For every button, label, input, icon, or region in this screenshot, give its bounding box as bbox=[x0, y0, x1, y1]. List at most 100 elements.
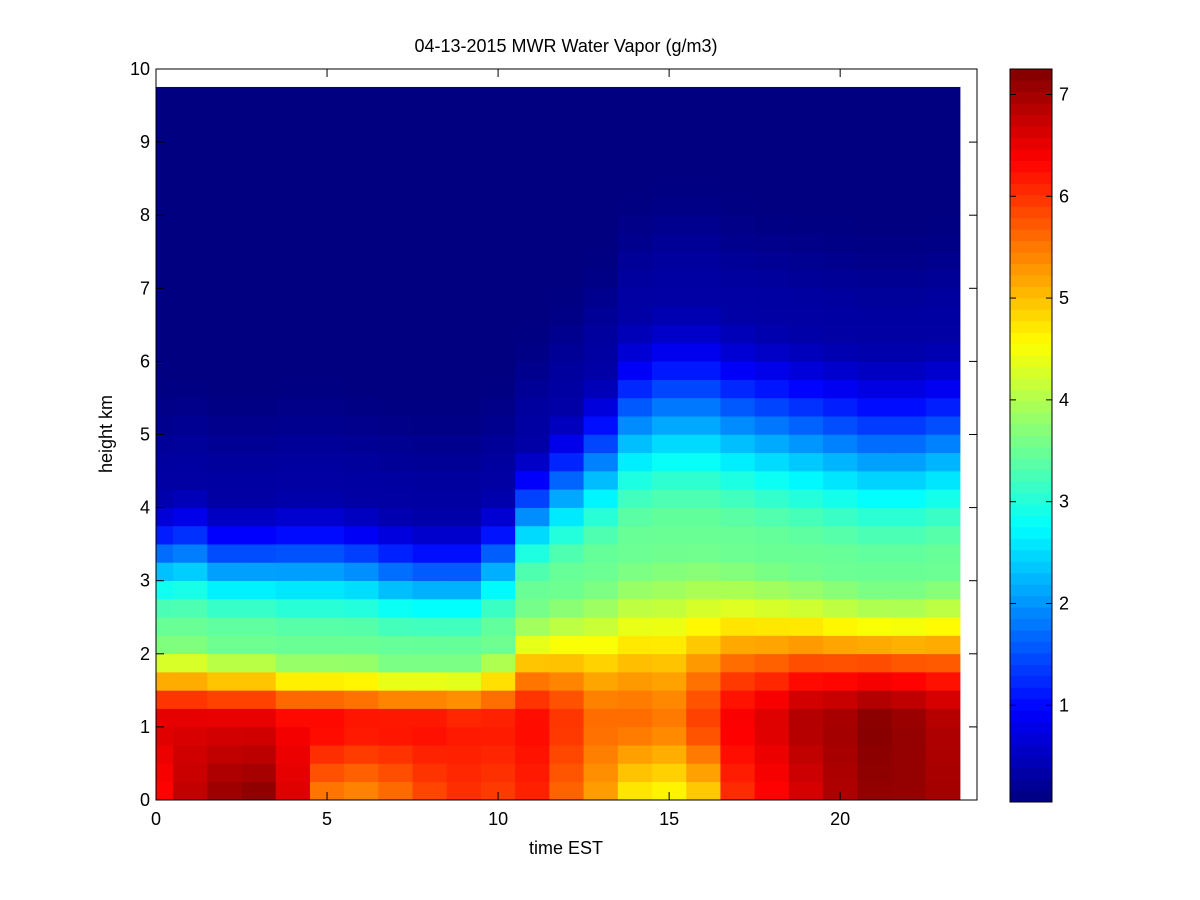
heatmap-cell bbox=[378, 726, 414, 746]
heatmap-cell bbox=[857, 123, 892, 143]
y-tick-label: 3 bbox=[140, 571, 150, 591]
heatmap-cell bbox=[207, 379, 243, 399]
heatmap-cell bbox=[686, 214, 721, 234]
heatmap-cell bbox=[309, 489, 345, 508]
heatmap-cell bbox=[515, 580, 550, 600]
heatmap-cell bbox=[652, 379, 687, 399]
heatmap-cell bbox=[754, 86, 790, 106]
heatmap-cell bbox=[857, 379, 892, 399]
heatmap-cell bbox=[446, 598, 482, 618]
heatmap-cell bbox=[480, 269, 516, 289]
colorbar-swatch bbox=[1010, 183, 1052, 196]
heatmap-cell bbox=[583, 160, 619, 179]
heatmap-cell bbox=[857, 543, 892, 563]
heatmap-cell bbox=[480, 726, 516, 746]
heatmap-cell bbox=[173, 397, 208, 417]
heatmap-cell bbox=[857, 269, 892, 289]
heatmap-cell bbox=[344, 781, 379, 801]
colorbar-swatch bbox=[1010, 503, 1052, 516]
y-tick-label: 2 bbox=[140, 644, 150, 664]
heatmap-cell bbox=[925, 233, 961, 253]
colorbar-swatch bbox=[1010, 91, 1052, 104]
heatmap-cell bbox=[857, 781, 892, 801]
heatmap-cell bbox=[549, 635, 585, 655]
heatmap-cell bbox=[207, 361, 243, 380]
heatmap-cell bbox=[480, 507, 516, 527]
heatmap-cell bbox=[241, 635, 277, 655]
heatmap-cell bbox=[173, 671, 208, 691]
heatmap-cell bbox=[686, 781, 721, 801]
heatmap-cell bbox=[412, 434, 448, 454]
heatmap-cell bbox=[823, 543, 858, 563]
heatmap-cell bbox=[788, 141, 824, 161]
heatmap-cell bbox=[412, 379, 448, 399]
heatmap-cell bbox=[617, 616, 653, 636]
heatmap-cell bbox=[275, 105, 311, 125]
heatmap-cell bbox=[446, 269, 482, 289]
heatmap-cell bbox=[378, 251, 414, 271]
heatmap-cell bbox=[480, 196, 516, 216]
heatmap-cell bbox=[156, 379, 174, 399]
heatmap-cell bbox=[549, 306, 585, 326]
heatmap-cell bbox=[857, 635, 892, 655]
heatmap-cell bbox=[617, 196, 653, 216]
heatmap-cell bbox=[173, 489, 208, 508]
heatmap-cell bbox=[156, 123, 174, 143]
heatmap-cell bbox=[207, 415, 243, 435]
heatmap-cell bbox=[891, 580, 927, 600]
heatmap-cell bbox=[515, 543, 550, 563]
heatmap-cell bbox=[754, 580, 790, 600]
heatmap-cell bbox=[788, 507, 824, 527]
heatmap-cell bbox=[857, 86, 892, 106]
heatmap-cell bbox=[344, 690, 379, 709]
heatmap-cell bbox=[891, 489, 927, 508]
colorbar-swatch bbox=[1010, 366, 1052, 379]
plot-area: 0 5 10 15 20 0 1 2 3 4 5 6 7 8 9 10 bbox=[130, 59, 978, 829]
heatmap-cell bbox=[156, 178, 174, 198]
heatmap-cell bbox=[925, 288, 961, 307]
heatmap-cell bbox=[207, 690, 243, 709]
colorbar-swatch bbox=[1010, 80, 1052, 93]
heatmap-cell bbox=[241, 379, 277, 399]
heatmap-cell bbox=[549, 489, 585, 508]
heatmap-cell bbox=[754, 653, 790, 673]
heatmap-cell bbox=[925, 452, 961, 472]
heatmap-cell bbox=[652, 616, 687, 636]
heatmap-cell bbox=[173, 653, 208, 673]
colorbar-swatch bbox=[1010, 332, 1052, 345]
heatmap-cell bbox=[857, 616, 892, 636]
heatmap-cell bbox=[207, 671, 243, 691]
heatmap-cell bbox=[378, 744, 414, 764]
heatmap-cell bbox=[378, 324, 414, 344]
heatmap-cell bbox=[891, 452, 927, 472]
heatmap-cell bbox=[173, 543, 208, 563]
heatmap-cell bbox=[156, 105, 174, 125]
heatmap-cell bbox=[754, 726, 790, 746]
colorbar-swatch bbox=[1010, 790, 1052, 803]
heatmap-cell bbox=[652, 635, 687, 655]
heatmap-cells bbox=[156, 86, 961, 801]
x-tick-label: 5 bbox=[322, 809, 332, 829]
heatmap-cell bbox=[173, 269, 208, 289]
heatmap-cell bbox=[857, 105, 892, 125]
heatmap-cell bbox=[754, 105, 790, 125]
heatmap-cell bbox=[652, 489, 687, 508]
heatmap-cell bbox=[823, 781, 858, 801]
x-tick-label: 0 bbox=[151, 809, 161, 829]
heatmap-cell bbox=[173, 306, 208, 326]
heatmap-cell bbox=[617, 105, 653, 125]
heatmap-cell bbox=[891, 306, 927, 326]
heatmap-cell bbox=[788, 452, 824, 472]
heatmap-cell bbox=[344, 653, 379, 673]
heatmap-cell bbox=[378, 671, 414, 691]
heatmap-cell bbox=[446, 361, 482, 380]
heatmap-cell bbox=[275, 763, 311, 783]
heatmap-cell bbox=[156, 160, 174, 179]
heatmap-cell bbox=[378, 415, 414, 435]
heatmap-cell bbox=[515, 671, 550, 691]
heatmap-cell bbox=[652, 763, 687, 783]
heatmap-cell bbox=[156, 781, 174, 801]
heatmap-cell bbox=[515, 342, 550, 362]
heatmap-cell bbox=[720, 708, 756, 728]
